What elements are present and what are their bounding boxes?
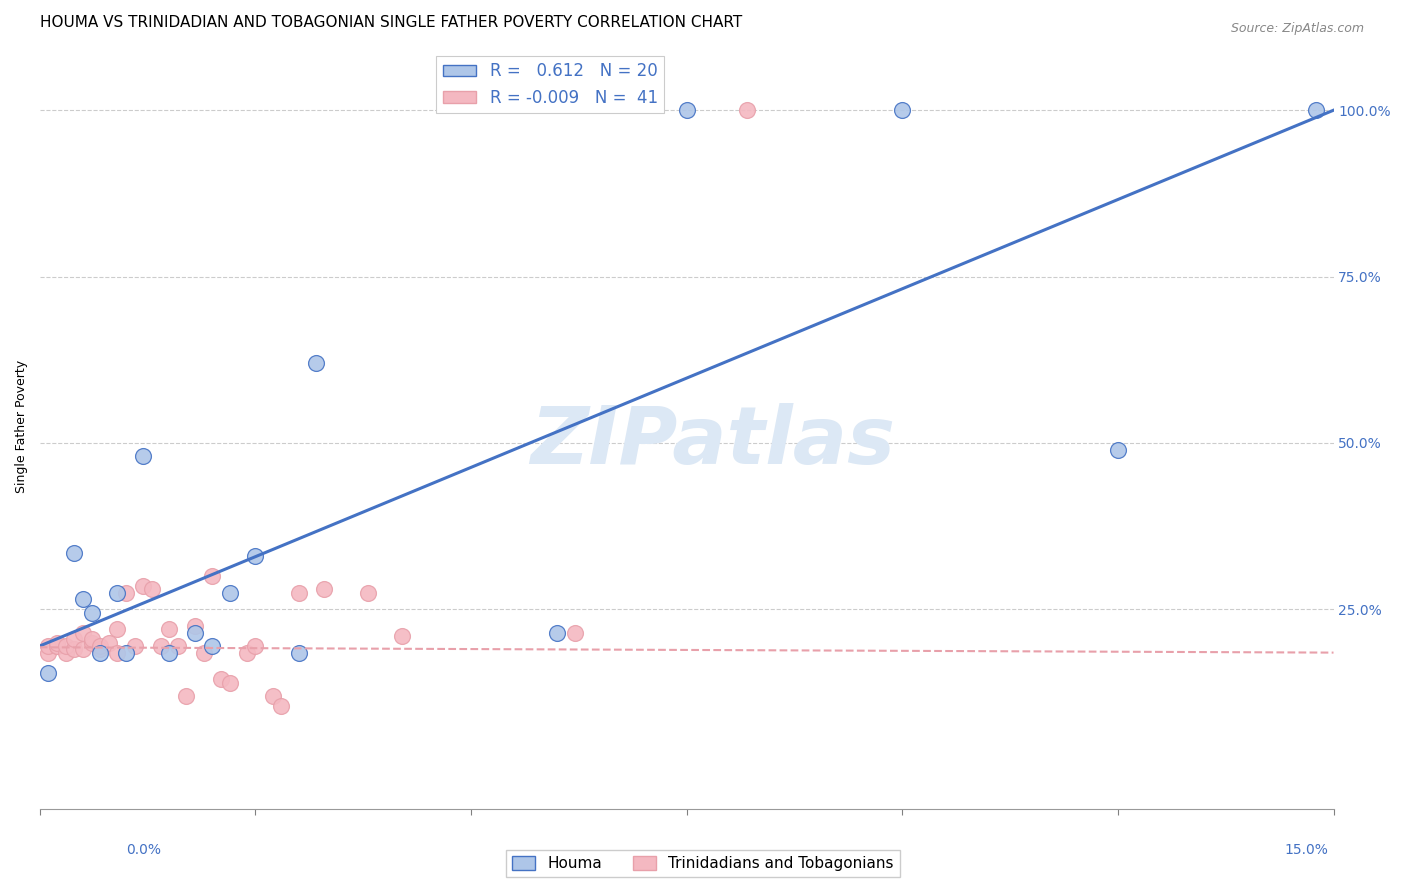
Point xyxy=(245,639,267,653)
Point xyxy=(46,639,69,653)
Point xyxy=(115,646,138,660)
Point xyxy=(157,646,180,660)
Point xyxy=(132,579,155,593)
Point xyxy=(72,642,94,657)
Point xyxy=(305,356,328,370)
Point xyxy=(675,103,697,118)
Point xyxy=(184,625,207,640)
Point xyxy=(209,672,232,686)
Point xyxy=(245,549,267,563)
Point xyxy=(107,585,129,599)
Text: ZIPatlas: ZIPatlas xyxy=(530,402,896,481)
Point xyxy=(564,625,586,640)
Point xyxy=(314,582,336,597)
Point xyxy=(46,635,69,649)
Point xyxy=(55,639,77,653)
Point xyxy=(46,639,69,653)
Legend: Houma, Trinidadians and Tobagonians: Houma, Trinidadians and Tobagonians xyxy=(506,850,900,877)
Point xyxy=(218,585,240,599)
Point xyxy=(166,639,188,653)
Point xyxy=(262,689,284,703)
Text: HOUMA VS TRINIDADIAN AND TOBAGONIAN SINGLE FATHER POVERTY CORRELATION CHART: HOUMA VS TRINIDADIAN AND TOBAGONIAN SING… xyxy=(39,15,742,30)
Text: Source: ZipAtlas.com: Source: ZipAtlas.com xyxy=(1230,22,1364,36)
Point xyxy=(63,642,86,657)
Text: 0.0%: 0.0% xyxy=(127,843,162,857)
Point xyxy=(891,103,914,118)
Point xyxy=(89,639,111,653)
Point xyxy=(218,675,240,690)
Point xyxy=(201,569,224,583)
Point xyxy=(107,646,129,660)
Point xyxy=(270,698,292,713)
Point xyxy=(1305,103,1327,118)
Point xyxy=(141,582,163,597)
Point xyxy=(80,632,103,647)
Point xyxy=(37,646,59,660)
Point xyxy=(157,623,180,637)
Point xyxy=(149,639,172,653)
Point xyxy=(55,646,77,660)
Point xyxy=(63,546,86,560)
Point xyxy=(391,629,413,643)
Point xyxy=(124,639,146,653)
Point xyxy=(356,585,378,599)
Point xyxy=(80,606,103,620)
Text: 15.0%: 15.0% xyxy=(1285,843,1329,857)
Point xyxy=(37,639,59,653)
Point xyxy=(287,585,309,599)
Point xyxy=(176,689,198,703)
Point xyxy=(63,632,86,647)
Point xyxy=(37,665,59,680)
Point xyxy=(97,635,120,649)
Point xyxy=(115,585,138,599)
Point xyxy=(193,646,215,660)
Point xyxy=(735,103,758,118)
Point xyxy=(546,625,568,640)
Point xyxy=(184,619,207,633)
Point xyxy=(201,639,224,653)
Point xyxy=(72,625,94,640)
Point xyxy=(1107,442,1129,457)
Point xyxy=(132,450,155,464)
Point xyxy=(89,642,111,657)
Y-axis label: Single Father Poverty: Single Father Poverty xyxy=(15,359,28,493)
Legend: R =   0.612   N = 20, R = -0.009   N =  41: R = 0.612 N = 20, R = -0.009 N = 41 xyxy=(436,56,665,113)
Point xyxy=(236,646,259,660)
Point xyxy=(80,635,103,649)
Point xyxy=(72,592,94,607)
Point xyxy=(107,623,129,637)
Point xyxy=(287,646,309,660)
Point xyxy=(89,646,111,660)
